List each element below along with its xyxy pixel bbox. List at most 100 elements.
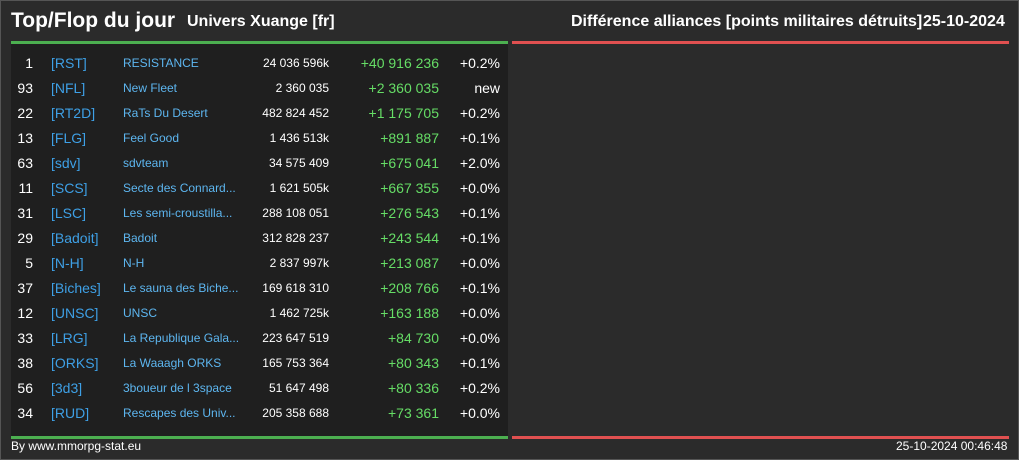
- rank-number: 34: [17, 405, 33, 421]
- rank-number: 11: [18, 180, 33, 196]
- alliance-name-link[interactable]: La Waaagh ORKS: [123, 356, 222, 370]
- alliance-tag-link[interactable]: [RST]: [51, 55, 87, 71]
- points-value: 482 824 452: [262, 106, 329, 120]
- rank-number: 37: [17, 280, 33, 296]
- header-date: 25-10-2024: [923, 13, 1005, 30]
- difference-value: +675 041: [380, 155, 439, 171]
- percent-change: +2.0%: [459, 155, 500, 171]
- alliance-name-link[interactable]: 3boueur de l 3space: [123, 381, 232, 395]
- alliance-tag-link[interactable]: [Badoit]: [51, 230, 99, 246]
- list-item: 38 [ORKS] La Waaagh ORKS 165 753 364 +80 343…: [11, 351, 508, 376]
- difference-value: +208 766: [380, 280, 439, 296]
- list-item: 63 [sdv] sdvteam 34 575 409 +675 041 +2.0%: [11, 151, 508, 176]
- list-item: 22 [RT2D] RaTs Du Desert 482 824 452 +1 175 …: [11, 101, 508, 126]
- alliance-name-link[interactable]: RaTs Du Desert: [123, 106, 208, 120]
- difference-value: +80 343: [388, 355, 439, 371]
- alliance-tag-link[interactable]: [LSC]: [51, 205, 87, 221]
- alliance-name-link[interactable]: Secte des Connard...: [123, 181, 236, 195]
- points-value: 223 647 519: [262, 331, 329, 345]
- list-item: 13 [FLG] Feel Good 1 436 513k +891 887 +0.1%: [11, 126, 508, 151]
- difference-value: +73 361: [388, 405, 439, 421]
- alliance-name-link[interactable]: Le sauna des Biche...: [123, 281, 239, 295]
- generated-timestamp: 25-10-2024 00:46:48: [896, 439, 1008, 453]
- percent-change: +0.2%: [459, 55, 500, 71]
- alliance-tag-link[interactable]: [3d3]: [51, 380, 83, 396]
- points-value: 169 618 310: [262, 281, 329, 295]
- rank-number: 31: [17, 205, 33, 221]
- rank-number: 56: [17, 380, 33, 396]
- percent-change: +0.1%: [459, 280, 500, 296]
- alliance-tag-link[interactable]: [NFL]: [51, 80, 86, 96]
- points-value: 2 360 035: [275, 81, 329, 95]
- source-link[interactable]: By www.mmorpg-stat.eu: [11, 439, 142, 453]
- alliance-tag-link[interactable]: [Biches]: [51, 280, 101, 296]
- top-list: 1 [RST] RESISTANCE 24 036 596k +40 916 236 +0…: [11, 51, 508, 426]
- difference-value: +40 916 236: [360, 55, 439, 71]
- points-value: 165 753 364: [262, 356, 329, 370]
- difference-value: +2 360 035: [368, 80, 439, 96]
- percent-change: +0.1%: [459, 230, 500, 246]
- points-value: 1 462 725k: [269, 306, 329, 320]
- alliance-name-link[interactable]: RESISTANCE: [123, 56, 199, 70]
- difference-value: +84 730: [388, 330, 439, 346]
- alliance-tag-link[interactable]: [SCS]: [51, 180, 88, 196]
- list-item: 34 [RUD] Rescapes des Univ... 205 358 688 +7…: [11, 401, 508, 426]
- list-item: 31 [LSC] Les semi-croustilla... 288 108 051…: [11, 201, 508, 226]
- alliance-name-link[interactable]: New Fleet: [123, 81, 178, 95]
- percent-change: +0.0%: [459, 180, 500, 196]
- list-item: 56 [3d3] 3boueur de l 3space 51 647 498 +80 …: [11, 376, 508, 401]
- list-item: 5 [N-H] N-H 2 837 997k +213 087 +0.0%: [11, 251, 508, 276]
- percent-change: new: [474, 80, 500, 96]
- rank-number: 13: [17, 130, 33, 146]
- alliance-name-link[interactable]: Feel Good: [123, 131, 180, 145]
- alliance-tag-link[interactable]: [ORKS]: [51, 355, 99, 371]
- rank-number: 38: [17, 355, 33, 371]
- alliance-name-link[interactable]: La Republique Gala...: [123, 331, 240, 345]
- rank-number: 63: [17, 155, 33, 171]
- alliance-tag-link[interactable]: [FLG]: [51, 130, 87, 146]
- percent-change: +0.0%: [459, 405, 500, 421]
- difference-value: +667 355: [380, 180, 439, 196]
- universe-subtitle: Univers Xuange [fr]: [187, 13, 335, 30]
- list-item: 29 [Badoit] Badoit 312 828 237 +243 544 +0.1%: [11, 226, 508, 251]
- alliance-name-link[interactable]: Rescapes des Univ...: [123, 406, 236, 420]
- alliance-name-link[interactable]: sdvteam: [123, 156, 169, 170]
- points-value: 205 358 688: [262, 406, 329, 420]
- points-value: 51 647 498: [268, 381, 329, 395]
- list-item: 33 [LRG] La Republique Gala... 223 647 519 +…: [11, 326, 508, 351]
- percent-change: +0.0%: [459, 255, 500, 271]
- percent-change: +0.2%: [459, 380, 500, 396]
- list-item: 1 [RST] RESISTANCE 24 036 596k +40 916 236 +0…: [11, 51, 508, 76]
- alliance-tag-link[interactable]: [RT2D]: [51, 105, 96, 121]
- percent-change: +0.1%: [459, 205, 500, 221]
- difference-value: +1 175 705: [368, 105, 439, 121]
- alliance-tag-link[interactable]: [N-H]: [51, 255, 84, 271]
- alliance-name-link[interactable]: N-H: [123, 256, 145, 270]
- percent-change: +0.1%: [459, 355, 500, 371]
- alliance-tag-link[interactable]: [UNSC]: [51, 305, 99, 321]
- list-item: 37 [Biches] Le sauna des Biche... 169 618 3…: [11, 276, 508, 301]
- alliance-name-link[interactable]: Badoit: [123, 231, 158, 245]
- percent-change: +0.2%: [459, 105, 500, 121]
- page-title: Top/Flop du jour: [11, 9, 176, 32]
- percent-change: +0.1%: [459, 130, 500, 146]
- rank-number: 33: [17, 330, 33, 346]
- alliance-name-link[interactable]: Les semi-croustilla...: [123, 206, 233, 220]
- alliance-tag-link[interactable]: [LRG]: [51, 330, 88, 346]
- list-item: 11 [SCS] Secte des Connard... 1 621 505k +66…: [11, 176, 508, 201]
- rank-number: 29: [17, 230, 33, 246]
- ranking-category-title: Différence alliances [points militaires …: [571, 13, 923, 30]
- alliance-tag-link[interactable]: [RUD]: [51, 405, 90, 421]
- difference-value: +891 887: [380, 130, 439, 146]
- points-value: 1 621 505k: [269, 181, 329, 195]
- points-value: 2 837 997k: [269, 256, 329, 270]
- header: Top/Flop du jour Univers Xuange [fr] Dif…: [1, 1, 1018, 41]
- rank-number: 5: [25, 255, 33, 271]
- points-value: 288 108 051: [262, 206, 329, 220]
- points-value: 24 036 596k: [262, 56, 329, 70]
- rank-number: 12: [17, 305, 33, 321]
- alliance-tag-link[interactable]: [sdv]: [51, 155, 81, 171]
- points-value: 1 436 513k: [269, 131, 329, 145]
- alliance-name-link[interactable]: UNSC: [123, 306, 158, 320]
- top-panel: 1 [RST] RESISTANCE 24 036 596k +40 916 236 +0…: [11, 41, 508, 439]
